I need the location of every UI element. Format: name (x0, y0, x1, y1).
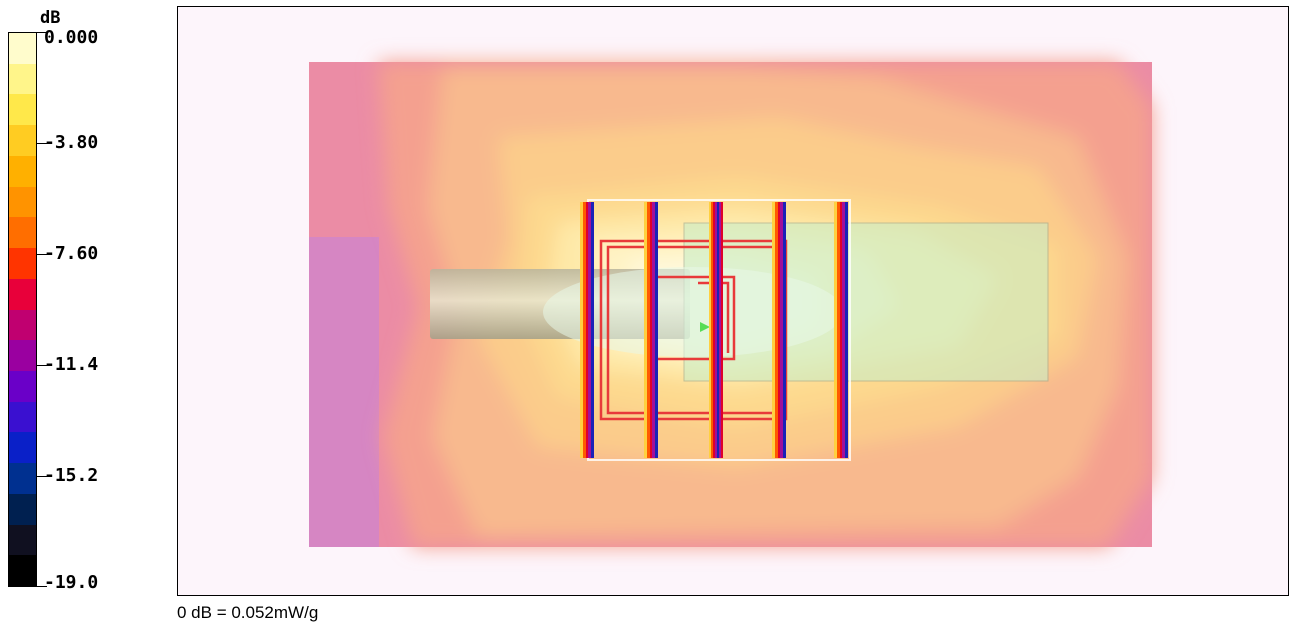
colorbar-tick-label: 0.000 (44, 27, 99, 48)
colorbar-tick (37, 476, 47, 477)
sar-field-low-left (309, 237, 379, 547)
colorbar-segment (9, 370, 36, 403)
colorbar-segment (9, 94, 36, 126)
strip-5 (834, 202, 848, 458)
colorbar-segment (9, 493, 36, 526)
colorbar-unit-label: dB (40, 8, 61, 28)
colorbar-segment (9, 125, 36, 157)
colorbar-legend: dB 0.000 -3.80 -7.60 -11.4 -15.2 -19.0 (0, 0, 170, 600)
colorbar-tick (37, 143, 47, 144)
colorbar-tick (37, 365, 47, 366)
colorbar-segment (9, 309, 36, 341)
colorbar-segment (9, 463, 36, 495)
colorbar-segment (9, 155, 36, 188)
colorbar-segment (9, 278, 36, 310)
colorbar-segment (9, 186, 36, 218)
colorbar-tick (37, 254, 47, 255)
dipole-strips (580, 202, 848, 458)
colorbar-segment (9, 33, 36, 65)
colorbar-segment (9, 401, 36, 433)
sar-distribution-map (309, 62, 1152, 547)
colorbar (8, 32, 37, 587)
colorbar-tick-label: -15.2 (44, 465, 99, 486)
colorbar-tick-label: -19.0 (44, 572, 99, 593)
peak-region (543, 267, 843, 357)
sar-plot-area (177, 6, 1289, 596)
strip-2 (644, 202, 658, 458)
colorbar-segment (9, 63, 36, 95)
colorbar-tick-label: -11.4 (44, 354, 99, 375)
feed-point-marker (700, 322, 710, 332)
reference-note: 0 dB = 0.052mW/g (177, 603, 319, 622)
colorbar-segment (9, 248, 36, 280)
strip-4 (772, 202, 786, 458)
colorbar-segment (9, 340, 36, 372)
colorbar-tick-label: -7.60 (44, 243, 99, 264)
colorbar-segment (9, 555, 36, 587)
colorbar-segment (9, 432, 36, 464)
colorbar-segment (9, 217, 36, 249)
strip-3 (709, 202, 723, 458)
colorbar-tick (37, 32, 47, 33)
strip-1 (580, 202, 594, 458)
colorbar-tick (37, 586, 47, 587)
colorbar-tick-label: -3.80 (44, 132, 99, 153)
colorbar-segment (9, 524, 36, 556)
